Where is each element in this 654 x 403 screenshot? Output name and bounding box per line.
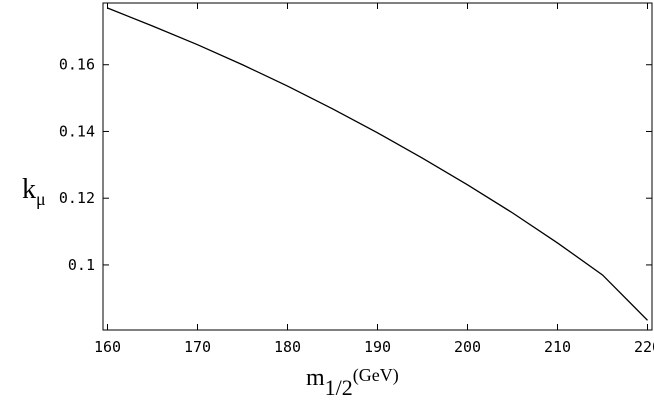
y-tick-label: 0.12 <box>59 189 95 207</box>
x-tick-label: 200 <box>454 338 481 356</box>
plot-frame <box>102 2 653 331</box>
x-tick-label: 180 <box>274 338 301 356</box>
y-tick-label: 0.16 <box>59 56 95 74</box>
x-tick-label: 190 <box>364 338 391 356</box>
y-tick-label: 0.1 <box>68 256 95 274</box>
y-axis-label-sub: μ <box>36 189 46 209</box>
x-axis-label: m1/2(GeV) <box>306 365 399 400</box>
y-axis-ticks: 0.1 0.12 0.14 0.16 <box>59 56 652 274</box>
series-line <box>107 7 648 321</box>
x-axis-label-unit: (GeV) <box>353 365 399 386</box>
x-tick-label: 160 <box>94 338 121 356</box>
x-tick-label: 210 <box>544 338 571 356</box>
x-axis-label-sub: 1/2 <box>325 375 353 400</box>
x-axis-ticks: 160 170 180 190 200 210 220 <box>94 3 654 356</box>
x-tick-label: 220 <box>634 338 654 356</box>
x-tick-label: 170 <box>184 338 211 356</box>
y-axis-label: kμ <box>22 174 46 209</box>
x-axis-label-main: m <box>306 365 325 391</box>
y-tick-label: 0.14 <box>59 122 95 140</box>
y-axis-label-main: k <box>22 174 36 205</box>
